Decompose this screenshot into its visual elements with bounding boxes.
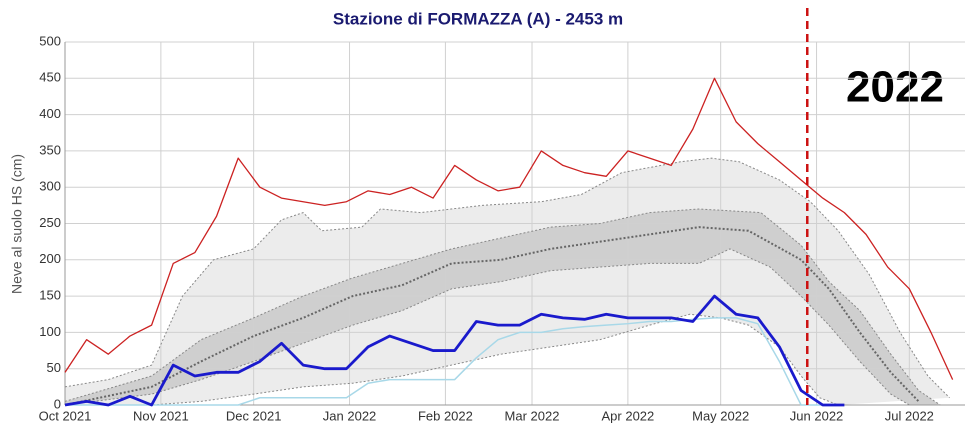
- y-tick-label: 200: [39, 251, 61, 266]
- x-tick-label: Nov 2021: [133, 408, 189, 423]
- y-tick-label: 250: [39, 215, 61, 230]
- x-tick-label: Jul 2022: [885, 408, 934, 423]
- x-tick-label: Jan 2022: [323, 408, 377, 423]
- x-tick-label: Oct 2021: [39, 408, 92, 423]
- y-tick-label: 500: [39, 33, 61, 48]
- series-line: [64, 77, 954, 380]
- y-axis-label: Neve al suolo HS (cm): [9, 154, 25, 294]
- y-tick-label: 400: [39, 106, 61, 121]
- x-tick-label: May 2022: [692, 408, 749, 423]
- y-tick-label: 50: [47, 360, 61, 375]
- percentile-line: [64, 248, 910, 406]
- x-tick-label: Apr 2022: [602, 408, 655, 423]
- y-tick-label: 350: [39, 142, 61, 157]
- x-tick-label: Mar 2022: [505, 408, 560, 423]
- y-tick-label: 300: [39, 179, 61, 194]
- y-tick-label: 150: [39, 288, 61, 303]
- percentile-line: [64, 157, 950, 399]
- percentile-line: [64, 208, 941, 406]
- percentile-line: [65, 313, 839, 406]
- x-tick-label: Dec 2021: [226, 408, 282, 423]
- x-tick-label: Jun 2022: [790, 408, 844, 423]
- series-line: [64, 294, 845, 407]
- y-tick-label: 100: [39, 324, 61, 339]
- chart-title: Stazione di FORMAZZA (A) - 2453 m: [333, 9, 623, 28]
- y-tick-label: 0: [54, 396, 61, 411]
- y-tick-label: 450: [39, 70, 61, 85]
- x-tick-label: Feb 2022: [418, 408, 473, 423]
- year-annotation: 2022: [846, 63, 944, 112]
